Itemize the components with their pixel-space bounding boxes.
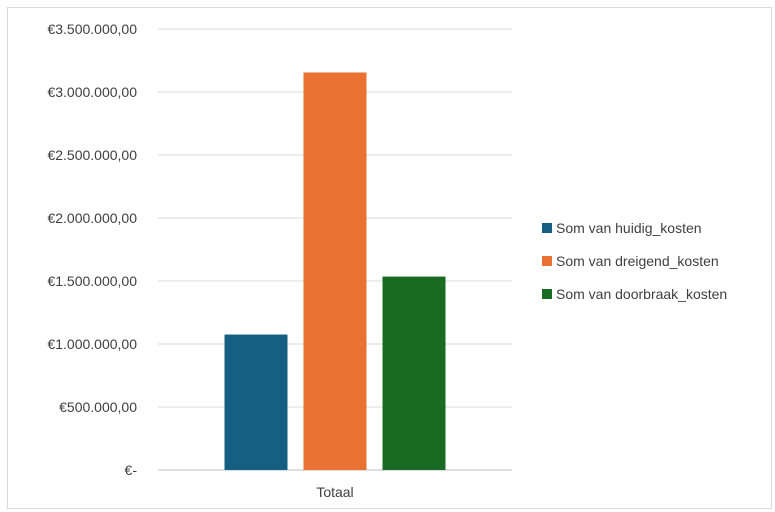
x-axis: Totaal [316,484,353,500]
y-tick-label: €2.000.000,00 [47,210,137,226]
y-tick-label: €500.000,00 [59,399,137,415]
legend-swatch [542,289,552,299]
legend-label: Som van dreigend_kosten [556,253,719,269]
y-tick-label: €3.000.000,00 [47,84,137,100]
y-tick-label: €3.500.000,00 [47,21,137,37]
legend-swatch [542,256,552,266]
legend-label: Som van huidig_kosten [556,220,702,236]
bars [224,72,446,470]
bar-1 [224,334,288,470]
legend-swatch [542,223,552,233]
bar-2 [303,72,367,470]
legend: Som van huidig_kosten Som van dreigend_ko… [542,220,727,302]
bar-3 [382,276,446,470]
y-tick-label: €1.000.000,00 [47,336,137,352]
y-tick-label: €2.500.000,00 [47,147,137,163]
y-axis-tick-labels: €- €500.000,00 €1.000.000,00 €1.500.000,00 €… [47,21,137,478]
y-tick-label: €1.500.000,00 [47,273,137,289]
y-tick-label: €- [125,462,138,478]
legend-label: Som van doorbraak_kosten [556,286,727,302]
x-category-label: Totaal [316,484,353,500]
